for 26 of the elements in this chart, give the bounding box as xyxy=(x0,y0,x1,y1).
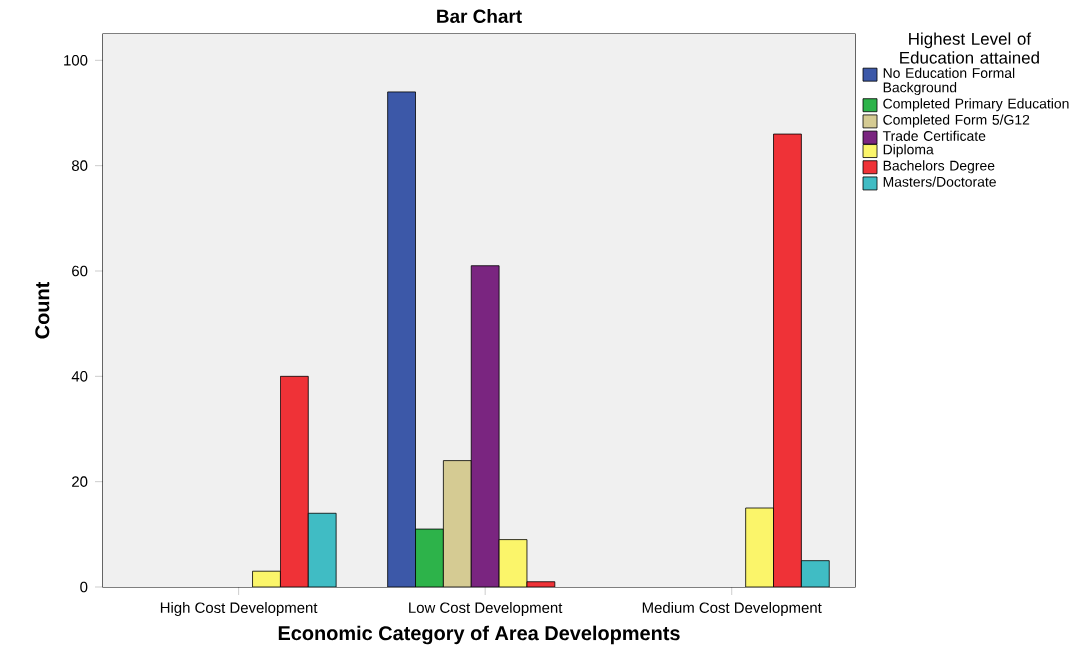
bar xyxy=(773,133,802,587)
legend-label: Completed Form 5/G12 xyxy=(883,114,1030,128)
bar xyxy=(280,375,309,587)
bar xyxy=(307,512,337,587)
bar xyxy=(498,539,528,587)
x-tick-label: High Cost Development xyxy=(160,602,318,616)
x-tick-label: Medium Cost Development xyxy=(642,602,822,616)
x-tick-label: Low Cost Development xyxy=(409,602,563,616)
legend-title: Highest Level of Education attained xyxy=(900,32,1039,64)
legend-label: Trade Certificate xyxy=(882,130,986,141)
y-tick-label: 60 xyxy=(72,265,88,277)
legend-label: Bachelors Degree xyxy=(883,160,995,174)
legend-label: Masters/Doctorate xyxy=(883,176,996,187)
chart-title: Bar Chart xyxy=(437,9,522,23)
y-tick-label: 100 xyxy=(64,55,88,66)
legend-label: Completed Primary Education xyxy=(883,98,1069,112)
y-tick-label: 40 xyxy=(71,371,88,382)
y-tick-label: 0 xyxy=(80,581,88,593)
y-tick-label: 80 xyxy=(71,160,88,171)
legend-label: No Education Formal Background xyxy=(883,67,1015,96)
bar xyxy=(745,507,774,587)
x-axis-title: Economic Category of Area Developments xyxy=(278,625,680,645)
y-tick-label: 20 xyxy=(72,476,88,487)
legend-label: Diploma xyxy=(883,144,934,158)
bar xyxy=(800,560,830,587)
y-axis-title: Count xyxy=(35,281,50,339)
